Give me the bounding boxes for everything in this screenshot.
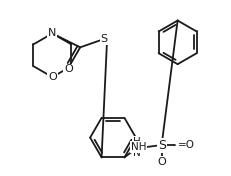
Text: O: O <box>64 64 73 74</box>
Text: NH: NH <box>131 142 146 152</box>
Text: S: S <box>158 139 166 152</box>
Text: =O: =O <box>178 140 195 150</box>
Text: O: O <box>158 157 167 167</box>
Text: H
N: H N <box>133 137 140 158</box>
Text: N: N <box>48 29 57 38</box>
Text: O: O <box>48 72 57 82</box>
Text: S: S <box>100 34 108 44</box>
